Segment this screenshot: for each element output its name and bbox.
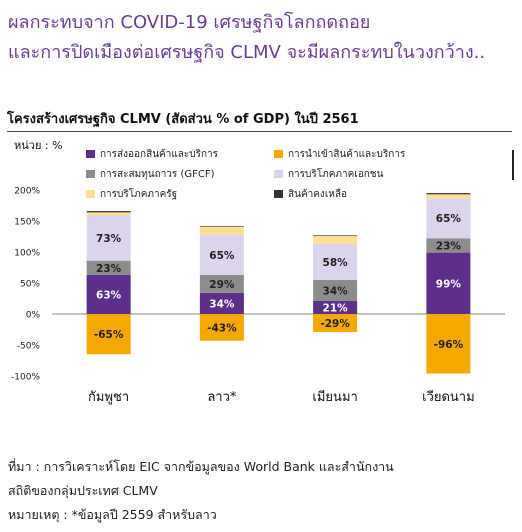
y-tick-label: 0% [26,311,41,321]
data-label: 58% [323,257,349,269]
bar-segment [313,235,358,236]
legend-label: การสะสมทุนถาวร (GFCF) [100,169,215,180]
data-label: 29% [209,279,235,291]
bar-segment [199,234,244,275]
source-line-2: สถิติของกลุ่มประเทศ CLMV [8,483,158,498]
data-label: 23% [436,240,462,252]
data-label: 99% [436,278,462,290]
bar-segment [426,198,471,239]
bar-segment [426,252,471,314]
stacked-bar-chart: -100% -50% 0% 50% 100% 150% 200% การส่งออกสินค้… [11,148,505,405]
data-label: 23% [96,263,122,275]
y-tick-label: 150% [14,218,40,228]
bar-segment [86,211,131,213]
bar-segment [199,292,244,314]
y-tick-label: 200% [14,187,40,197]
y-tick-label: 100% [14,249,40,259]
data-label: -65% [94,329,124,341]
legend-label: การส่งออกสินค้าและบริการ [100,148,219,160]
source-line-1: ที่มา : การวิเคราะห์โดย EIC จากข้อมูลของ… [8,459,394,474]
headline-line-1: ผลกระทบจาก COVID-19 เศรษฐกิจโลกถดถอย [8,12,371,33]
bar-segment [199,314,244,341]
data-label: 65% [209,250,235,262]
scroll-indicator [512,150,514,180]
category-label: เมียนมา [312,389,357,405]
legend-swatch [274,150,283,158]
bar-segment [313,243,358,280]
bar-segment [86,212,131,216]
data-label: -29% [320,318,350,330]
bar-segment [426,238,471,253]
legend-label: การบริโภคภาคเอกชน [288,167,384,180]
bar-segment [86,215,131,261]
bar-segment [199,274,244,293]
bar-segment [426,193,471,195]
headline-line-2: และการปิดเมืองต่อเศรษฐกิจ CLMV จะมีผลกระ… [8,42,486,63]
bar-segment [199,225,244,227]
data-label: 65% [436,213,462,225]
legend-label: การนำเข้าสินค้าและบริการ [288,148,406,160]
footnote: หมายเหตุ : *ข้อมูลปี 2559 สำหรับลาว [8,507,217,522]
y-tick-label: -50% [17,342,41,352]
bar-segment [86,274,131,314]
legend-label: การบริโภคภาครัฐ [100,187,177,200]
y-tick-label: -100% [11,373,40,383]
legend-swatch [86,170,95,178]
bar-segment [313,235,358,244]
bar-segment [313,279,358,301]
bar-segment [426,314,471,374]
footer: ที่มา : การวิเคราะห์โดย EIC จากข้อมูลของ… [8,455,513,527]
bar-segment [426,194,471,199]
data-label: 21% [323,302,349,314]
data-label: 34% [209,298,235,310]
category-label: กัมพูชา [88,390,129,405]
legend-swatch [274,190,283,198]
y-tick-label: 50% [20,280,40,290]
bar-segment [86,314,131,355]
bar-segment [313,300,358,314]
legend-swatch [86,150,95,158]
legend-label: สินค้าคงเหลือ [288,188,347,200]
data-label: 63% [96,289,122,301]
bar-segment [199,226,244,235]
category-label: เวียดนาม [422,389,475,405]
category-label: ลาว* [207,390,237,405]
data-label: -96% [434,339,464,351]
legend-swatch [86,190,95,198]
bar-segment [86,260,131,275]
chart-title: โครงสร้างเศรษฐกิจ CLMV (สัดส่วน % of GDP… [7,108,512,132]
legend-swatch [274,170,283,178]
data-label: 73% [96,233,122,245]
bar-segment [313,314,358,332]
headline: ผลกระทบจาก COVID-19 เศรษฐกิจโลกถดถอย และ… [8,8,518,68]
data-label: 34% [323,285,349,297]
data-label: -43% [207,322,237,334]
unit-label: หน่วย : % [14,139,63,152]
